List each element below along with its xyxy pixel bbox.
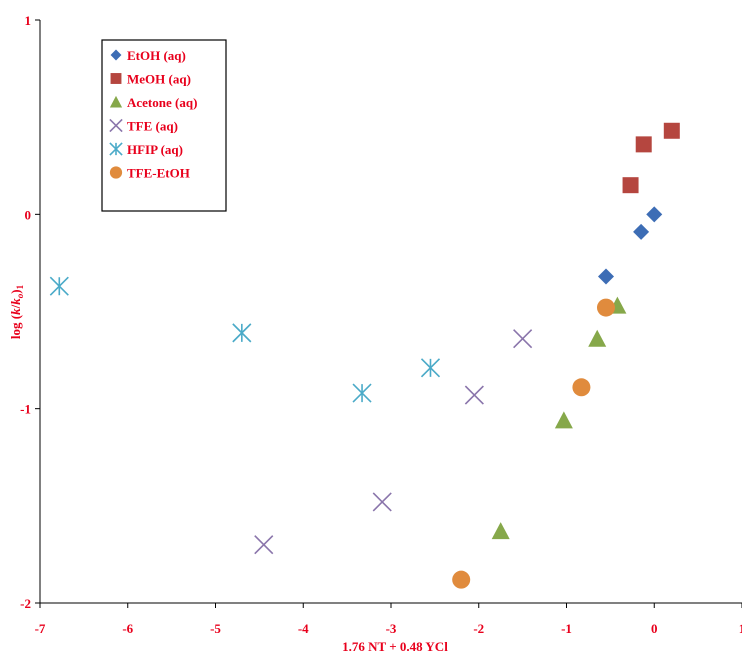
data-point-hfip-aq <box>352 383 372 403</box>
legend-label: TFE-EtOH <box>127 166 190 181</box>
data-points <box>49 122 680 589</box>
x-tick-label: -6 <box>122 621 133 636</box>
x-tick-label: -3 <box>386 621 397 636</box>
data-point-acetone-aq <box>491 522 510 540</box>
tick-labels: -7 -6 -5 -4 -3 -2 -1 0 1 -2 -1 0 1 <box>20 13 742 636</box>
x-tick-label: -5 <box>210 621 221 636</box>
x-tick-label: 1 <box>739 621 742 636</box>
x-stroke <box>372 492 392 512</box>
legend-label: TFE (aq) <box>127 119 178 134</box>
data-point-hfip-aq <box>49 276 69 296</box>
x-stroke <box>254 535 274 555</box>
data-point-tfe-aq <box>254 535 274 555</box>
legend-box <box>101 39 227 212</box>
data-point-etoh-aq <box>646 206 663 223</box>
y-tick-label: 0 <box>25 207 32 222</box>
x-tick-label: -4 <box>298 621 309 636</box>
x-stroke <box>464 385 484 405</box>
data-point-acetone-aq <box>588 329 607 347</box>
y-tick-label: 1 <box>25 13 32 28</box>
data-point-tfe-aq <box>464 385 484 405</box>
data-point-tfe-aq <box>372 492 392 512</box>
axes <box>35 19 742 608</box>
data-point-hfip-aq <box>420 358 441 378</box>
legend-marker <box>109 95 123 108</box>
legend-label: Acetone (aq) <box>127 95 197 110</box>
legend: EtOH (aq) MeOH (aq) Acetone (aq) TFE (aq) HF… <box>101 39 227 212</box>
y-axis-label: log (k/ko)1 <box>8 284 25 339</box>
x-axis-label: 1.76 NT + 0.48 YCl <box>342 639 448 654</box>
legend-marker <box>109 118 123 133</box>
x-tick-label: 0 <box>651 621 658 636</box>
y-tick-label: -1 <box>20 402 31 417</box>
data-point-hfip-aq <box>232 323 252 343</box>
x-tick-label: -2 <box>473 621 484 636</box>
data-point-meoh-aq <box>622 177 639 194</box>
data-point-etoh-aq <box>597 268 614 285</box>
legend-marker <box>109 142 123 156</box>
legend-marker <box>110 49 122 61</box>
x-tick-label: -7 <box>35 621 46 636</box>
data-point-meoh-aq <box>635 136 652 153</box>
legend-label: HFIP (aq) <box>127 142 183 157</box>
x-stroke <box>513 329 533 349</box>
legend-label: MeOH (aq) <box>127 72 191 87</box>
legend-label: EtOH (aq) <box>127 48 186 63</box>
data-point-etoh-aq <box>633 223 650 240</box>
data-point-tfe-aq <box>513 329 533 349</box>
legend-marker <box>109 166 123 179</box>
data-point-tfe-etoh <box>596 298 615 317</box>
y-tick-label: -2 <box>20 596 31 611</box>
data-point-acetone-aq <box>554 411 573 429</box>
data-point-tfe-etoh <box>572 378 591 397</box>
data-point-tfe-etoh <box>452 570 471 589</box>
data-point-meoh-aq <box>663 122 680 139</box>
legend-marker <box>110 73 122 84</box>
x-tick-label: -1 <box>561 621 572 636</box>
x-stroke <box>109 118 123 133</box>
